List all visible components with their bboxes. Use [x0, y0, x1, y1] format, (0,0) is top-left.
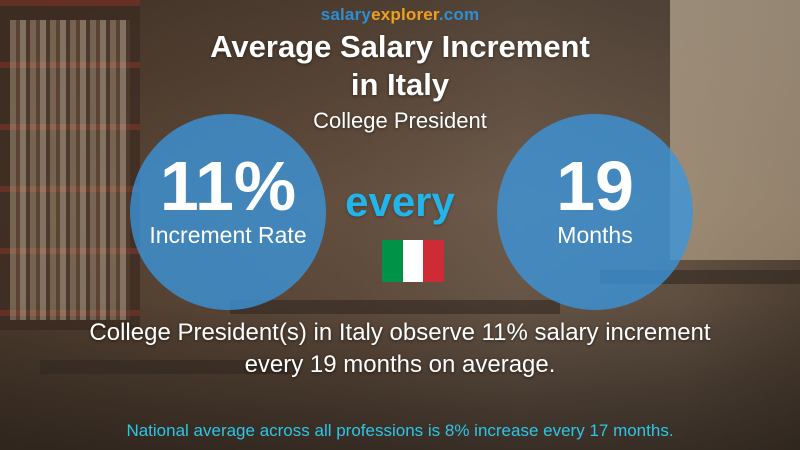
summary-line2: every 19 months on average.	[244, 351, 556, 378]
brand-logo[interactable]: salaryexplorer.com	[0, 5, 800, 25]
flag-stripe-white	[402, 240, 424, 282]
page-title-line1: Average Salary Increment	[210, 29, 590, 64]
books	[10, 20, 130, 320]
increment-period-label: Months	[557, 222, 633, 248]
bookshelf	[0, 0, 140, 330]
flag-stripe-green	[382, 240, 403, 282]
brand-part-explorer: explorer	[371, 5, 439, 24]
increment-period-value: 19	[556, 147, 634, 225]
flag-stripe-red	[423, 240, 445, 282]
desk-row	[230, 300, 560, 314]
desks	[0, 300, 800, 450]
increment-period-circle: 19 Months	[497, 114, 693, 310]
job-title: College President	[313, 108, 487, 133]
brand-part-domain: .com	[438, 5, 480, 24]
summary-text: College President(s) in Italy observe 11…	[0, 317, 800, 381]
summary-line1: College President(s) in Italy observe 11…	[89, 319, 711, 346]
page-title-line2: in Italy	[350, 67, 450, 102]
increment-rate-circle: 11% Increment Rate	[130, 114, 326, 310]
italy-flag-icon	[382, 240, 445, 282]
brand-part-salary: salary	[320, 5, 372, 24]
increment-rate-label: Increment Rate	[149, 222, 307, 248]
increment-rate-value: 11%	[159, 147, 297, 225]
national-average-note: National average across all professions …	[126, 421, 674, 440]
every-connector: every	[345, 178, 455, 225]
desk-row	[40, 360, 300, 374]
